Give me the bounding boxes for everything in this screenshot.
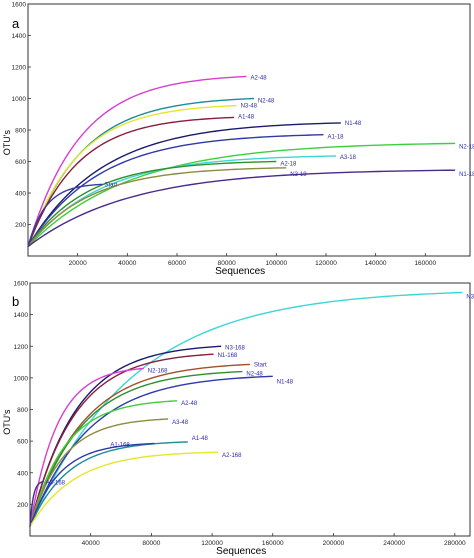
y-axis-label: OTU's — [2, 129, 12, 155]
series-line-n2-48 — [29, 370, 243, 527]
plot-area — [29, 282, 471, 537]
x-tick-label: 120000 — [201, 540, 223, 547]
panel-b: b 200 400 600 800 1000 1200 1400 1600 40000 80000 1… — [2, 281, 474, 558]
series-label-n1-18: N1-18 — [459, 172, 474, 178]
series-line-n2-168 — [29, 367, 144, 527]
y-tick-label: 600 — [15, 159, 26, 166]
y-tick-label: 1600 — [14, 281, 29, 288]
x-tick-label: 60000 — [168, 260, 186, 267]
series-label-n3-48: N3-48 — [466, 294, 474, 300]
x-tick-label: 140000 — [365, 260, 387, 267]
series-label-a3-18: A3-18 — [340, 155, 357, 161]
series-label-n2-48: N2-48 — [246, 372, 263, 378]
panel-label: b — [12, 294, 19, 309]
series-label-a2-168: A2-168 — [222, 453, 242, 459]
series-label-a3-168: A3-168 — [46, 480, 66, 486]
x-tick-label: 280000 — [444, 540, 466, 547]
series-label-a2-18: A2-18 — [280, 162, 297, 168]
series-line-a2-18 — [27, 160, 277, 247]
series-label-a2-48: A2-48 — [181, 401, 198, 407]
series-label-a1-18: A1-18 — [327, 135, 344, 141]
series-line-a3-48 — [29, 418, 169, 527]
series-label-a3-48: A3-48 — [172, 420, 189, 426]
y-tick-label: 1200 — [14, 344, 29, 351]
series-label-a1-48: A1-48 — [238, 114, 255, 120]
series-label-n3-48: N3-48 — [241, 104, 258, 110]
y-tick-label: 1600 — [12, 2, 27, 9]
series-label-n2-48: N2-48 — [258, 99, 275, 105]
series-line-a1-48 — [27, 116, 235, 247]
y-tick-label: 200 — [17, 502, 28, 509]
x-tick-label: 160000 — [414, 260, 436, 267]
y-tick-label: 1400 — [14, 312, 29, 319]
series-line-a1-48 — [29, 441, 188, 527]
series-line-n3-168 — [29, 345, 222, 527]
series-line-a1-18 — [27, 134, 324, 247]
y-tick-label: 1000 — [14, 375, 29, 382]
x-axis-label: Sequences — [216, 546, 266, 557]
x-tick-label: 80000 — [218, 260, 236, 267]
y-tick-label: 1400 — [12, 33, 27, 40]
series-line-n2-18 — [27, 142, 456, 248]
x-tick-label: 80000 — [142, 540, 160, 547]
series-label-a2-48: A2-48 — [251, 75, 268, 81]
series-label-a1-48: A1-48 — [192, 436, 209, 442]
plot-area — [27, 3, 471, 257]
y-tick-label: 400 — [15, 191, 26, 198]
y-tick-label: 800 — [15, 128, 26, 135]
panel-label: a — [12, 16, 20, 31]
x-tick-label: 240000 — [383, 540, 405, 547]
y-tick-label: 1000 — [12, 96, 27, 103]
series-line-n1-168 — [29, 353, 214, 527]
series-line-a2-168 — [29, 451, 219, 527]
y-axis-label: OTU's — [2, 409, 12, 435]
x-tick-label: 200000 — [323, 540, 345, 547]
series-line-n3-18 — [27, 167, 287, 247]
series-line-a1-168 — [29, 442, 155, 527]
series-label-n2-168: N2-168 — [148, 368, 168, 374]
series-label-n2-18: N2-18 — [459, 144, 474, 150]
panel-a: a 200 400 600 800 1000 1200 1400 1600 20000 40000 6… — [2, 2, 474, 278]
series-line-start — [27, 183, 103, 247]
x-axis-label: Sequences — [215, 266, 265, 277]
series-label-n1-48: N1-48 — [277, 379, 294, 385]
series-line-a2-48 — [29, 400, 178, 527]
y-tick-label: 200 — [15, 222, 26, 229]
series-line-a3-18 — [27, 155, 336, 247]
series-line-a3-168 — [29, 480, 44, 527]
x-tick-label: 40000 — [82, 540, 100, 547]
y-tick-label: 600 — [17, 439, 28, 446]
series-label-start: Start — [254, 362, 267, 368]
series-line-n1-18 — [27, 169, 456, 248]
x-tick-label: 120000 — [315, 260, 337, 267]
y-tick-label: 1200 — [12, 65, 27, 72]
series-label-n1-168: N1-168 — [218, 353, 238, 359]
series-label-start: Start — [104, 182, 117, 188]
y-tick-label: 400 — [17, 470, 28, 477]
series-label-n1-48: N1-48 — [345, 121, 362, 127]
y-tick-label: 800 — [17, 407, 28, 414]
x-tick-label: 100000 — [265, 260, 287, 267]
series-label-a1-168: A1-168 — [110, 442, 130, 448]
series-line-n1-48 — [27, 122, 341, 247]
x-tick-label: 160000 — [262, 540, 284, 547]
series-line-n3-48 — [27, 104, 237, 247]
series-label-n3-168: N3-168 — [225, 345, 245, 351]
x-tick-label: 20000 — [69, 260, 87, 267]
series-line-a2-48 — [27, 75, 247, 247]
x-tick-label: 40000 — [118, 260, 136, 267]
